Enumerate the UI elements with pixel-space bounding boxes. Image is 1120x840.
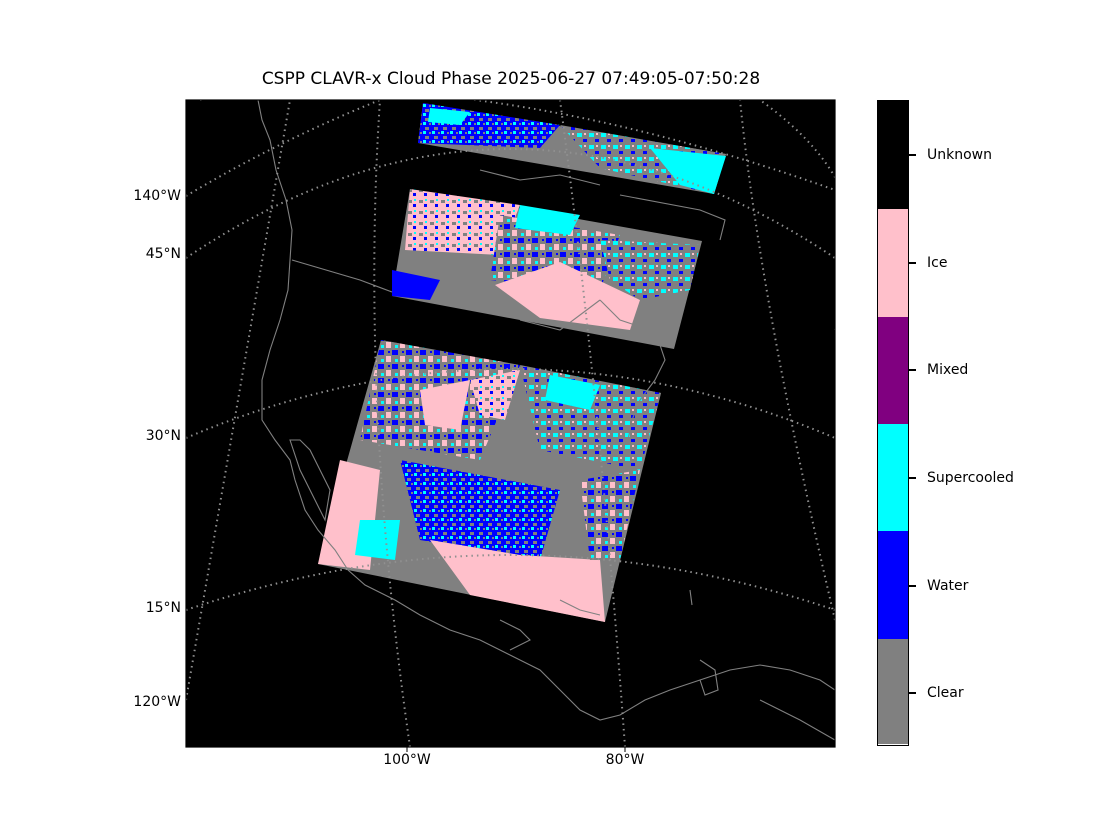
coastlines bbox=[257, 100, 835, 741]
left-label-15n: 15°N bbox=[145, 600, 181, 616]
colorbar-tick-ice bbox=[909, 262, 916, 264]
colorbar-segment-water bbox=[878, 531, 908, 639]
colorbar-segment-unknown bbox=[878, 101, 908, 209]
lon-label-100w: 100°W bbox=[383, 752, 431, 768]
map-frame bbox=[185, 99, 836, 748]
colorbar-tick-mixed bbox=[909, 369, 916, 371]
colorbar-label-water: Water bbox=[927, 578, 969, 594]
colorbar-tick-supercooled bbox=[909, 477, 916, 479]
colorbar-label-mixed: Mixed bbox=[927, 362, 969, 378]
left-label-45n: 45°N bbox=[145, 246, 181, 262]
left-label-140w: 140°W bbox=[133, 188, 181, 204]
granule-north bbox=[418, 103, 726, 194]
left-label-120w: 120°W bbox=[133, 694, 181, 710]
colorbar-segment-clear bbox=[878, 639, 908, 744]
colorbar-segment-ice bbox=[878, 209, 908, 317]
colorbar-label-ice: Ice bbox=[927, 255, 948, 271]
colorbar-label-supercooled: Supercooled bbox=[927, 470, 1014, 486]
granule-middle bbox=[392, 189, 702, 349]
left-label-30n: 30°N bbox=[145, 428, 181, 444]
colorbar-tick-clear bbox=[909, 692, 916, 694]
colorbar-segment-supercooled bbox=[878, 424, 908, 531]
colorbar-label-unknown: Unknown bbox=[927, 147, 992, 163]
colorbar-tick-unknown bbox=[909, 154, 916, 156]
colorbar bbox=[877, 100, 909, 746]
lon-label-80w: 80°W bbox=[605, 752, 645, 768]
colorbar-segment-mixed bbox=[878, 317, 908, 424]
colorbar-tick-water bbox=[909, 585, 916, 587]
plot-title: CSPP CLAVR-x Cloud Phase 2025-06-27 07:4… bbox=[261, 69, 761, 89]
graticule bbox=[186, 100, 835, 747]
colorbar-label-clear: Clear bbox=[927, 685, 964, 701]
